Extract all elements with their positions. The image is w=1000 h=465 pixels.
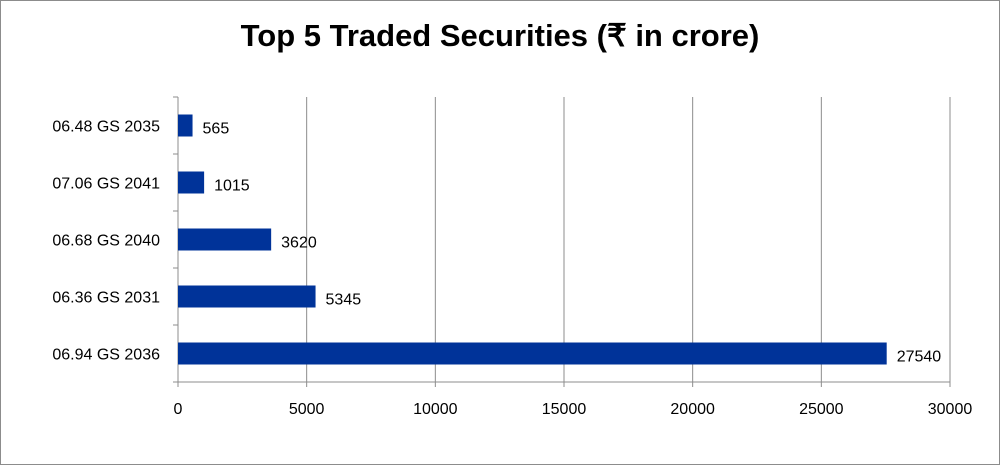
category-label-3: 06.36 GS 2031 bbox=[52, 290, 160, 307]
bar-0 bbox=[178, 114, 193, 137]
data-label-4: 27540 bbox=[897, 349, 942, 366]
x-tick-label-0: 0 bbox=[174, 401, 183, 418]
data-label-0: 565 bbox=[203, 121, 230, 138]
gridlines bbox=[306, 97, 951, 382]
labels: 0 5000 10000 15000 20000 25000 30000 06.48 GS 2… bbox=[52, 119, 972, 419]
bar-4 bbox=[178, 342, 887, 365]
x-tick-label-5: 25000 bbox=[799, 401, 844, 418]
category-label-4: 06.94 GS 2036 bbox=[52, 347, 160, 364]
bar-2 bbox=[178, 228, 272, 251]
x-tick-label-4: 20000 bbox=[670, 401, 715, 418]
x-tick-label-1: 5000 bbox=[289, 401, 325, 418]
data-label-3: 5345 bbox=[326, 292, 362, 309]
x-tick-label-3: 15000 bbox=[542, 401, 587, 418]
category-label-0: 06.48 GS 2035 bbox=[52, 119, 160, 136]
data-label-2: 3620 bbox=[281, 235, 317, 252]
category-label-1: 07.06 GS 2041 bbox=[52, 176, 160, 193]
bar-1 bbox=[178, 171, 205, 194]
bars bbox=[178, 114, 887, 365]
chart-title: Top 5 Traded Securities (₹ in crore) bbox=[240, 18, 760, 53]
data-label-1: 1015 bbox=[214, 178, 250, 195]
x-tick-label-2: 10000 bbox=[413, 401, 458, 418]
category-label-2: 06.68 GS 2040 bbox=[52, 233, 160, 250]
x-tick-label-6: 30000 bbox=[928, 401, 973, 418]
bar-3 bbox=[178, 285, 316, 308]
